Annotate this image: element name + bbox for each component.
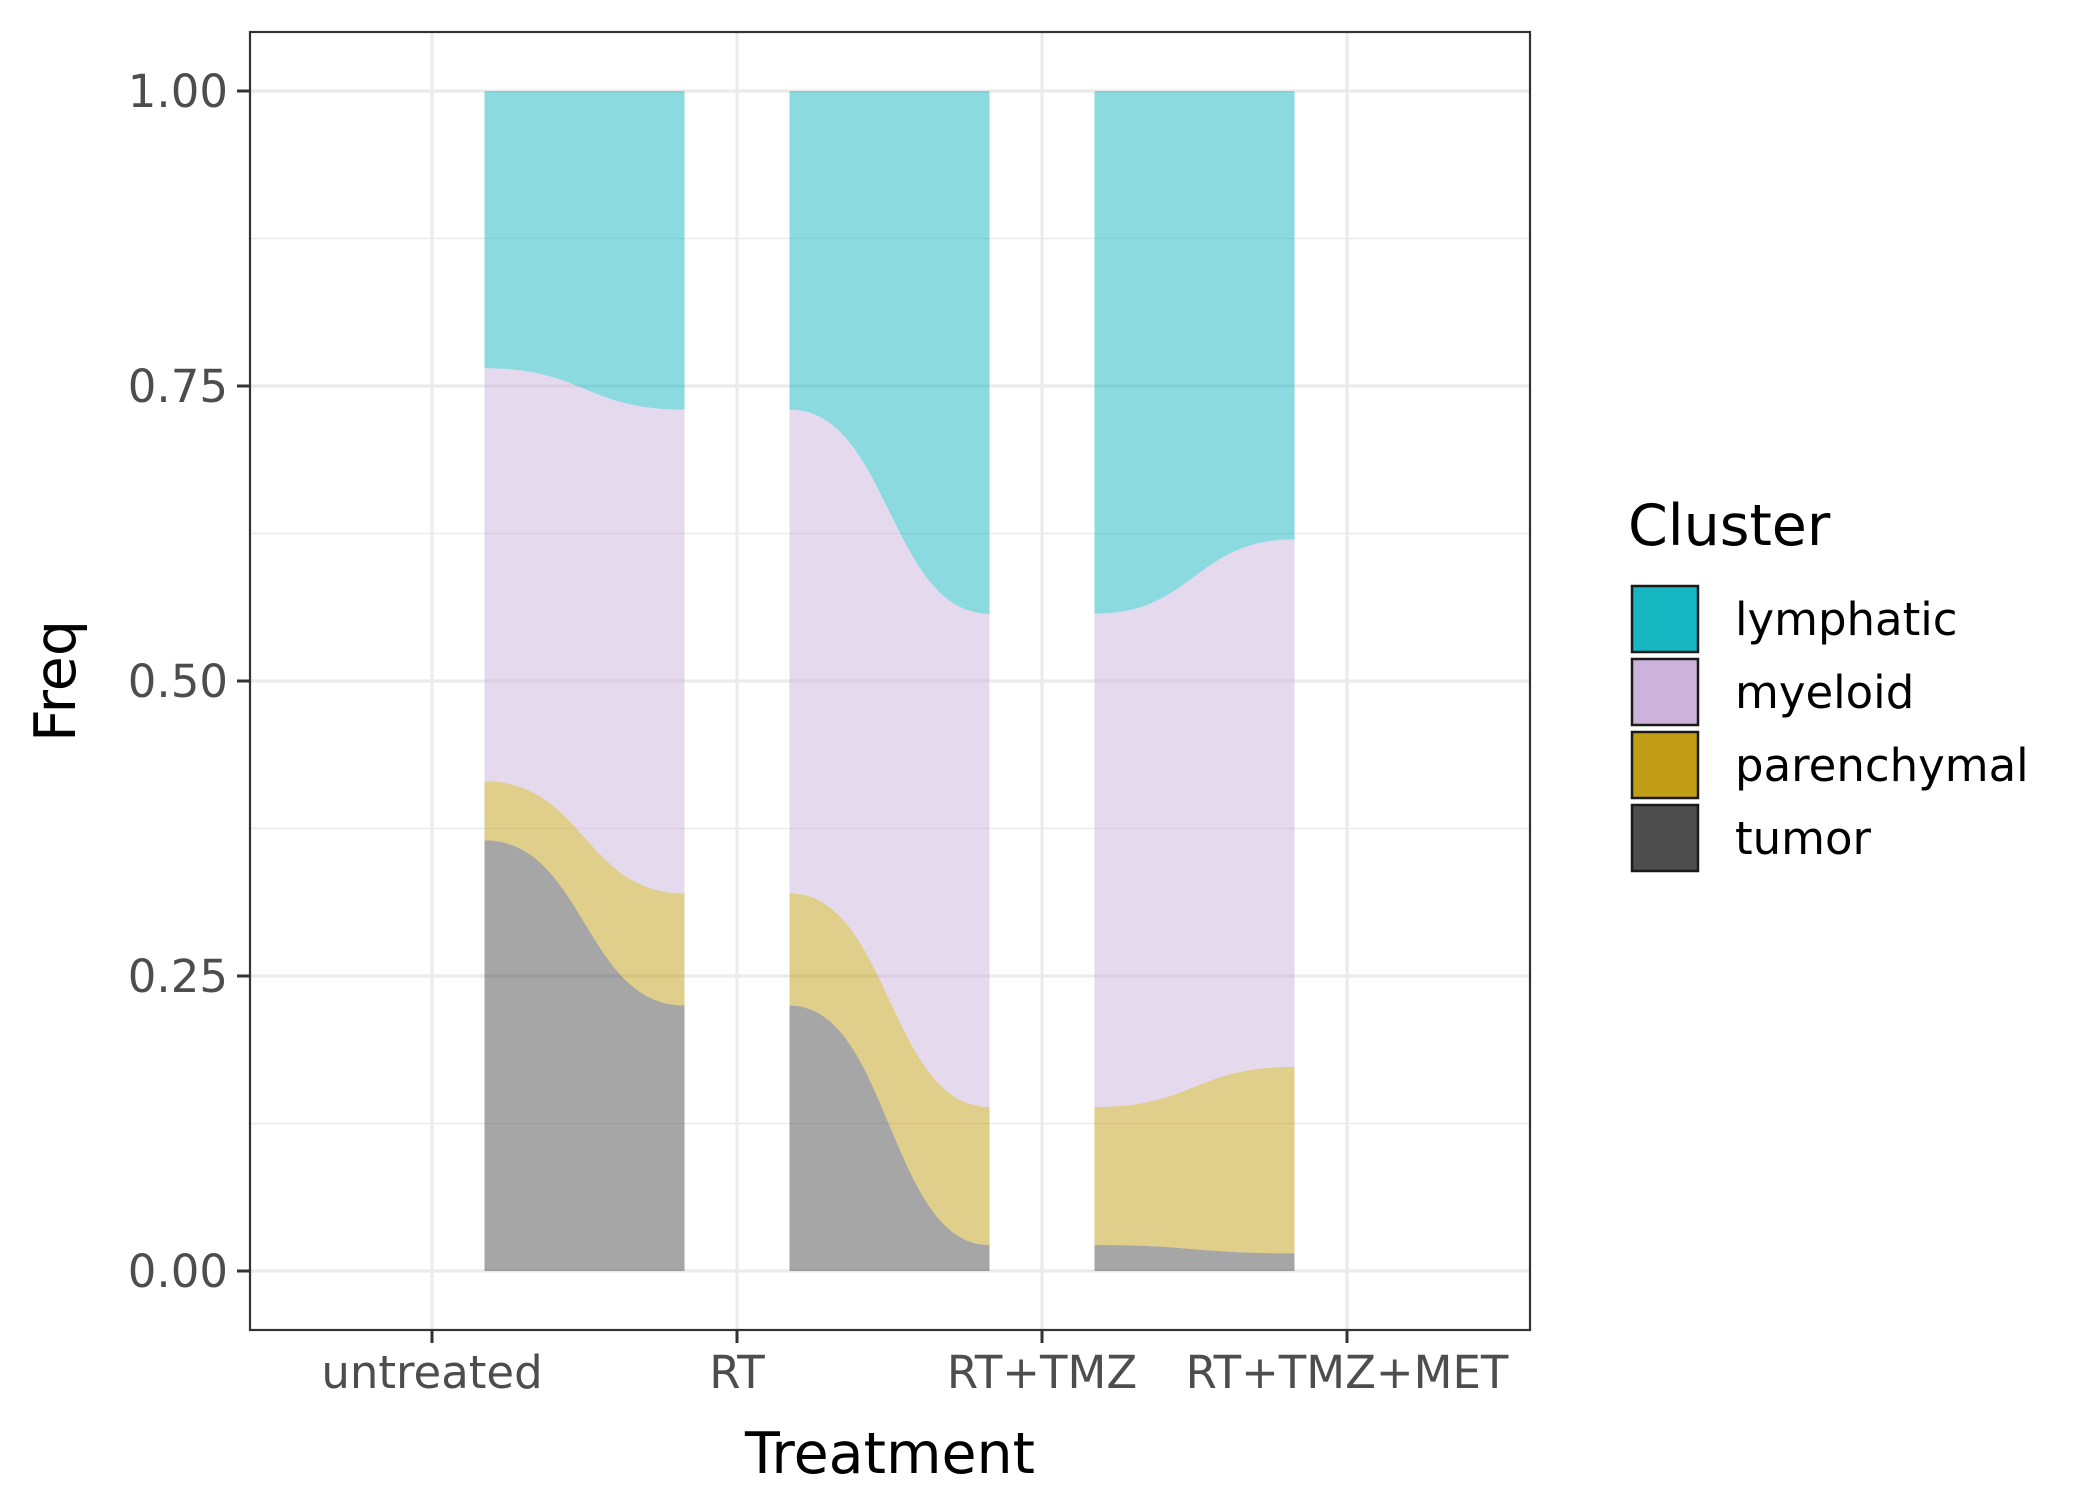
flows (484, 91, 1295, 1271)
legend-key-parenchymal (1630, 730, 1700, 800)
legend-key-lymphatic (1630, 584, 1700, 654)
y-tick-label: 0.25 (128, 950, 228, 1003)
y-tick-label: 1.00 (128, 65, 228, 118)
flow-myeloid (1094, 539, 1295, 1107)
legend-title: Cluster (1628, 493, 1831, 559)
y-tick-label: 0.50 (128, 655, 228, 708)
y-tick-label: 0.00 (128, 1245, 228, 1298)
flow-tumor (1094, 1245, 1295, 1271)
legend: Cluster lymphatic myeloid parenchymal tumor (1628, 493, 2029, 873)
flow-lymphatic (484, 91, 685, 410)
y-tick-label: 0.75 (128, 360, 228, 413)
flow-myeloid (484, 368, 685, 894)
x-tick-label: untreated (321, 1346, 542, 1399)
flow-parenchymal (484, 781, 685, 1006)
legend-key-myeloid (1630, 657, 1700, 727)
legend-label-myeloid: myeloid (1735, 666, 1914, 719)
legend-label-tumor: tumor (1735, 812, 1872, 865)
legend-label-lymphatic: lymphatic (1735, 593, 1958, 646)
flow-parenchymal (1094, 1066, 1295, 1254)
x-axis-title: Treatment (744, 1421, 1035, 1487)
flow-myeloid (789, 409, 990, 1107)
flow-tumor (789, 1005, 990, 1271)
legend-key-tumor (1630, 803, 1700, 873)
axes: 0.00 0.25 0.50 0.75 1.00 untreated RT RT+TMZ RT+… (128, 65, 1509, 1399)
x-tick-label: RT+TMZ+MET (1186, 1346, 1509, 1399)
flow-parenchymal (789, 893, 990, 1246)
legend-label-parenchymal: parenchymal (1735, 739, 2029, 792)
flow-tumor (484, 840, 685, 1271)
flow-lymphatic (1094, 91, 1295, 614)
flow-lymphatic (789, 91, 990, 614)
x-tick-label: RT (709, 1346, 765, 1399)
x-tick-label: RT+TMZ (947, 1346, 1137, 1399)
y-axis-title: Freq (23, 620, 89, 742)
